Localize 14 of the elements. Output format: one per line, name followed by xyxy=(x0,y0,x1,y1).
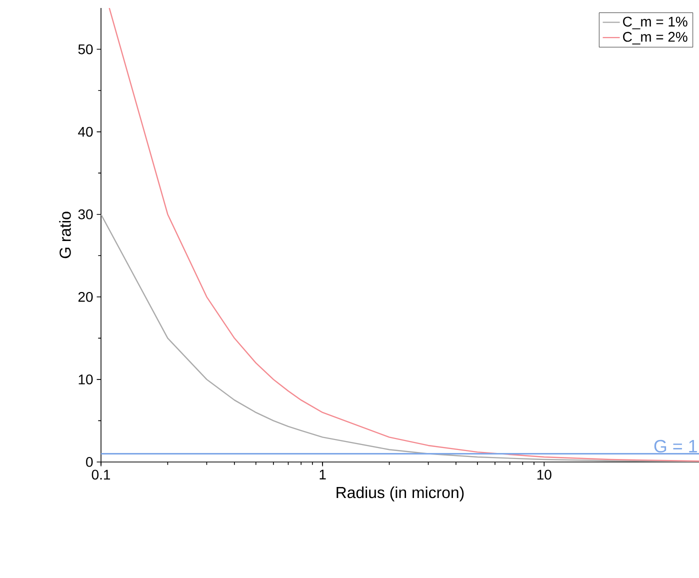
ref-line-label: G = 1 xyxy=(654,440,697,453)
x-tick-label: 1 xyxy=(320,470,326,480)
x-tick-label: 10 xyxy=(537,470,552,480)
y-tick-label: 30 xyxy=(78,209,93,220)
y-tick-label: 10 xyxy=(78,374,93,384)
x-axis-title: Radius (in micron) xyxy=(336,486,464,502)
y-tick-label: 40 xyxy=(78,126,93,137)
x-tick-label: 0.1 xyxy=(92,470,110,480)
y-axis-title: G ratio xyxy=(59,212,71,258)
legend-label: C_m = 2% xyxy=(623,32,688,44)
y-tick-label: 0 xyxy=(86,457,93,467)
y-tick-label: 50 xyxy=(78,44,93,54)
legend-label: C_m = 1% xyxy=(623,16,688,30)
y-tick-label: 20 xyxy=(78,292,93,302)
